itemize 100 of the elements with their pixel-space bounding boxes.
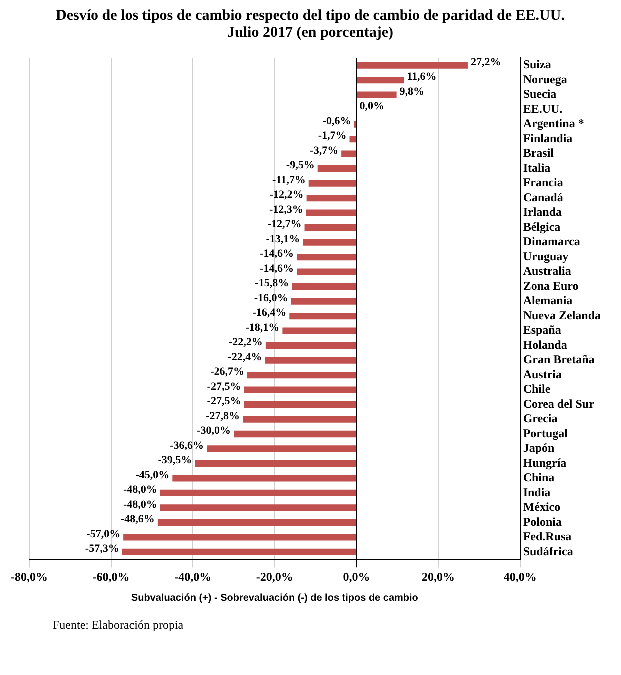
data-label: -22,2% — [228, 336, 263, 349]
y-tick-label: India — [523, 485, 551, 500]
x-tick-label: 0,0% — [343, 570, 370, 584]
data-label: -30,0% — [197, 425, 232, 438]
bar — [357, 77, 404, 84]
bar — [306, 210, 356, 216]
data-label: -3,7% — [310, 144, 339, 157]
data-label: -18,1% — [246, 322, 280, 334]
bar — [248, 372, 356, 379]
bar — [357, 92, 397, 98]
y-tick-label: Francia — [523, 176, 564, 190]
y-tick-label: Japón — [523, 441, 555, 456]
data-label: -13,1% — [266, 233, 300, 246]
bar — [357, 62, 468, 69]
data-label: -12,7% — [268, 218, 302, 231]
y-tick-label: España — [523, 323, 562, 338]
data-label: -14,6% — [260, 262, 294, 275]
data-label: -11,7% — [272, 174, 306, 186]
bar — [290, 312, 356, 320]
bar — [303, 239, 356, 246]
y-tick-label: Bélgica — [523, 220, 561, 234]
data-label: -26,7% — [210, 366, 245, 378]
bar — [195, 460, 356, 468]
bar — [318, 165, 356, 172]
y-tick-label: EE.UU. — [523, 102, 563, 116]
data-label: -45,0% — [136, 469, 170, 482]
y-tick-label: Polonia — [523, 514, 562, 529]
y-tick-label: Portugal — [523, 426, 569, 440]
bar — [158, 519, 356, 526]
bar — [308, 180, 356, 187]
data-label: -22,4% — [228, 351, 262, 364]
data-label: 27,2% — [470, 56, 502, 68]
data-label: 11,6% — [407, 71, 437, 84]
bar — [172, 475, 356, 482]
bar — [265, 357, 356, 364]
y-tick-label: Chile — [523, 382, 552, 396]
y-tick-label: Brasil — [523, 146, 555, 160]
data-label: -12,2% — [270, 189, 304, 202]
data-label: -57,3% — [85, 543, 120, 556]
data-label: -57,0% — [86, 528, 121, 540]
x-tick-label: -40,0% — [174, 570, 212, 584]
data-label: -16,0% — [254, 292, 288, 304]
bar — [122, 548, 356, 556]
y-tick-label: Corea del Sur — [523, 396, 596, 411]
bar — [244, 401, 356, 408]
chart-title: Desvío de los tipos de cambio respecto del tipo de cambio de paridad de EE.UU. Julio 2017 (en porcentaje) — [55, 8, 566, 42]
data-label: 0,0% — [360, 100, 384, 113]
bar — [282, 328, 356, 334]
y-tick-label: México — [523, 500, 561, 514]
bar — [266, 342, 356, 350]
bar — [207, 446, 356, 452]
bar — [234, 430, 356, 438]
y-tick-label: Austria — [523, 367, 562, 382]
bar — [306, 194, 356, 202]
y-tick-label: Australia — [523, 264, 572, 278]
y-tick-label: Irlanda — [523, 205, 562, 220]
data-label: -16,4% — [252, 307, 287, 320]
data-label: -1,7% — [318, 130, 347, 142]
y-tick-label: Sudáfrica — [523, 544, 574, 558]
data-label: -9,5% — [286, 160, 315, 172]
data-label: -27,5% — [207, 380, 242, 393]
bar — [292, 283, 356, 290]
y-tick-label: Uruguay — [523, 249, 569, 264]
x-tick-label: 40,0% — [504, 570, 537, 584]
x-tick-label: -20,0% — [256, 570, 294, 584]
data-label: -39,5% — [158, 454, 192, 467]
y-tick-label: Holanda — [523, 338, 568, 352]
bar — [296, 268, 356, 276]
data-label: 9,8% — [400, 86, 425, 98]
y-tick-label: China — [523, 470, 555, 485]
y-tick-label: Zona Euro — [523, 278, 579, 293]
x-tick-label: 20,0% — [422, 570, 456, 584]
bar — [244, 386, 356, 394]
bar — [350, 136, 356, 143]
y-tick-label: Dinamarca — [523, 234, 580, 249]
x-tick-label: -80,0% — [11, 570, 48, 584]
y-tick-label: Nueva Zelanda — [523, 308, 602, 322]
y-tick-label: Finlandia — [523, 131, 573, 146]
y-tick-label: Alemania — [523, 294, 573, 308]
y-tick-label: Grecia — [523, 412, 558, 426]
data-label: -12,3% — [269, 204, 304, 216]
bar — [160, 490, 356, 497]
y-tick-label: Suecia — [523, 87, 557, 102]
y-tick-label: Suiza — [523, 58, 552, 72]
bar — [243, 416, 356, 423]
data-label: -36,6% — [170, 440, 204, 452]
data-label: -14,6% — [260, 248, 294, 260]
x-tick-label: -60,0% — [92, 570, 130, 584]
data-label: -15,8% — [255, 278, 290, 290]
y-tick-label: Hungría — [523, 456, 567, 470]
bar — [342, 150, 356, 158]
data-label: -48,6% — [121, 514, 155, 526]
data-label: -27,8% — [206, 410, 240, 422]
x-axis-title: Subvaluación (+) - Sobrevaluación (-) de los tipos de cambio — [131, 592, 418, 604]
y-tick-label: Fed.Rusa — [523, 530, 572, 544]
y-tick-label: Canadá — [523, 190, 564, 204]
y-tick-label: Italia — [523, 160, 551, 175]
bar — [291, 298, 356, 305]
y-tick-label: Noruega — [523, 72, 568, 86]
source-note: Fuente: Elaboración propia — [53, 618, 184, 632]
